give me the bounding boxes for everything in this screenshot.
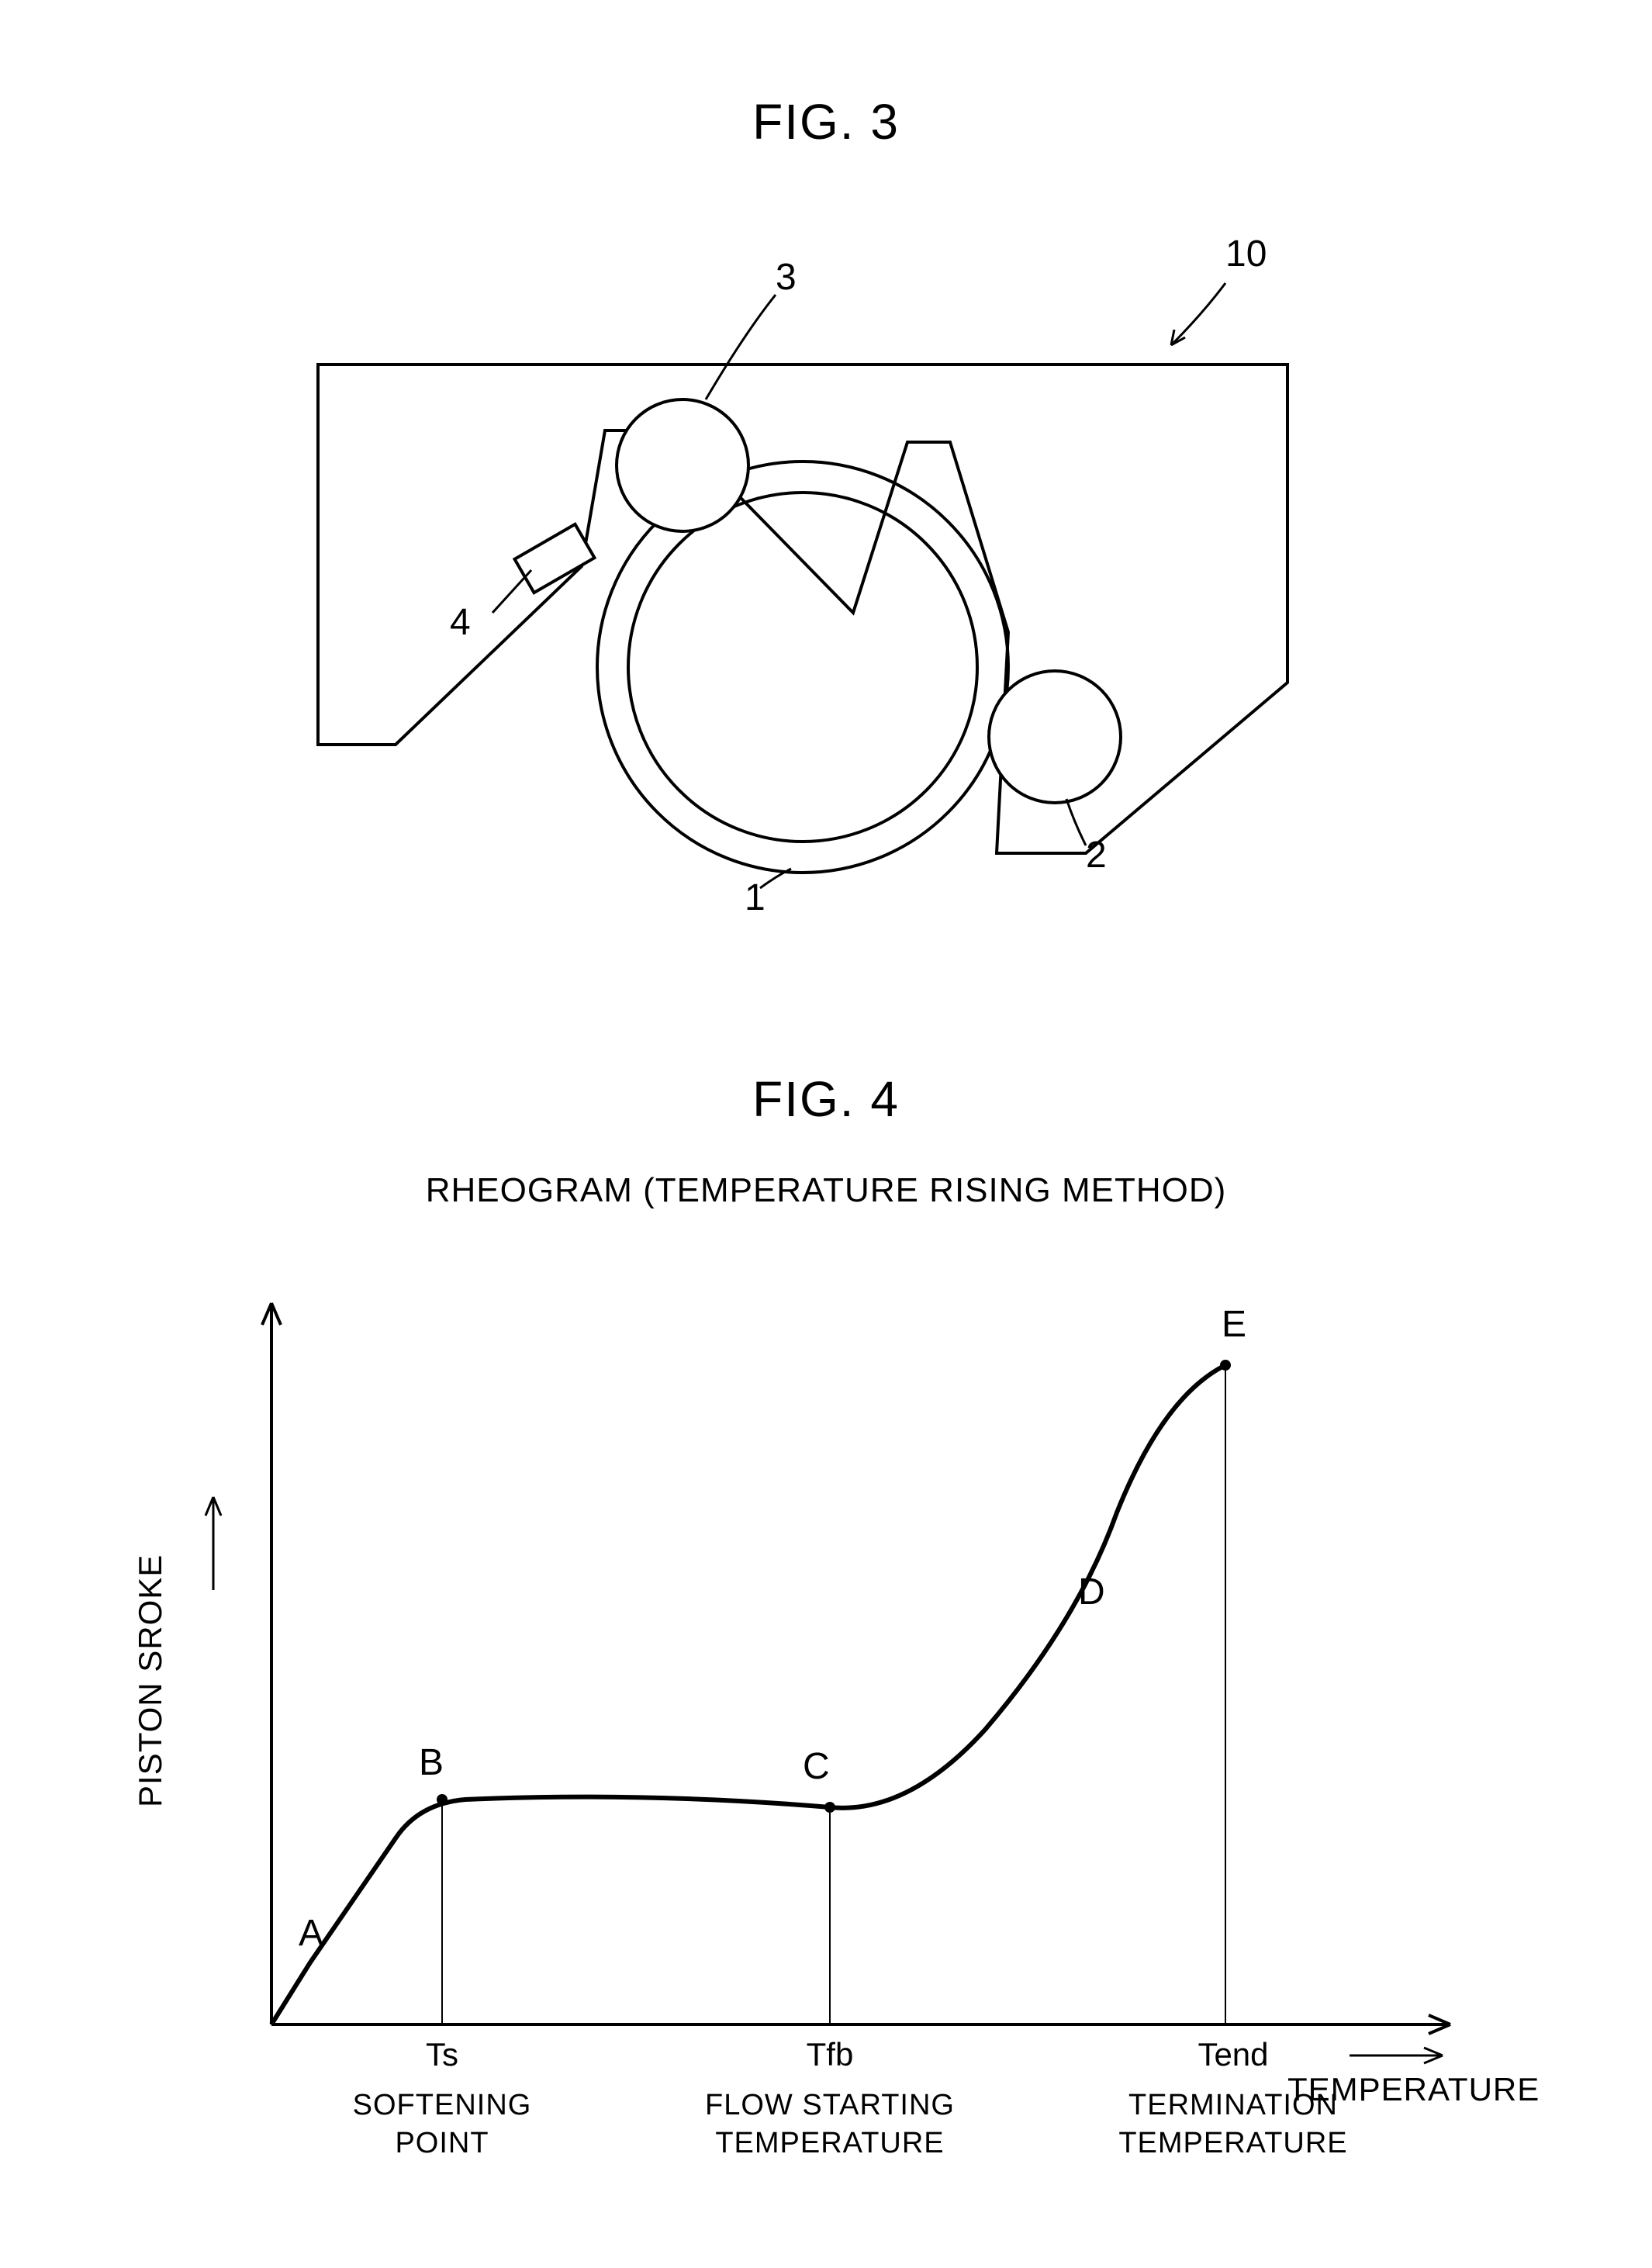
tick-tend-desc2: TEMPERATURE xyxy=(1118,2127,1347,2159)
tick-tfb-desc2: TEMPERATURE xyxy=(715,2127,944,2159)
tick-tend-desc: TERMINATION TEMPERATURE xyxy=(1078,2086,1388,2163)
fig4-chart xyxy=(0,0,1652,2268)
point-b: B xyxy=(419,1741,444,1784)
tick-tfb-desc: FLOW STARTING TEMPERATURE xyxy=(675,2086,985,2163)
tick-tfb-desc1: FLOW STARTING xyxy=(705,2089,955,2121)
tick-ts-desc2: POINT xyxy=(395,2127,489,2159)
point-c: C xyxy=(803,1745,830,1788)
tick-ts-desc: SOFTENING POINT xyxy=(310,2086,574,2163)
tick-tend: Tend xyxy=(1171,2036,1295,2073)
rheogram-curve xyxy=(271,1365,1225,2024)
tick-tend-desc1: TERMINATION xyxy=(1128,2089,1338,2121)
point-d: D xyxy=(1078,1571,1105,1613)
tick-tfb: Tfb xyxy=(776,2036,884,2073)
point-e: E xyxy=(1222,1303,1246,1346)
point-b-marker xyxy=(437,1794,448,1805)
point-a: A xyxy=(299,1912,323,1955)
tick-ts-desc1: SOFTENING xyxy=(353,2089,532,2121)
y-axis-label: PISTON SROKE xyxy=(132,1554,169,1807)
tick-ts: Ts xyxy=(388,2036,496,2073)
point-e-marker xyxy=(1220,1360,1231,1371)
point-c-marker xyxy=(824,1802,835,1813)
